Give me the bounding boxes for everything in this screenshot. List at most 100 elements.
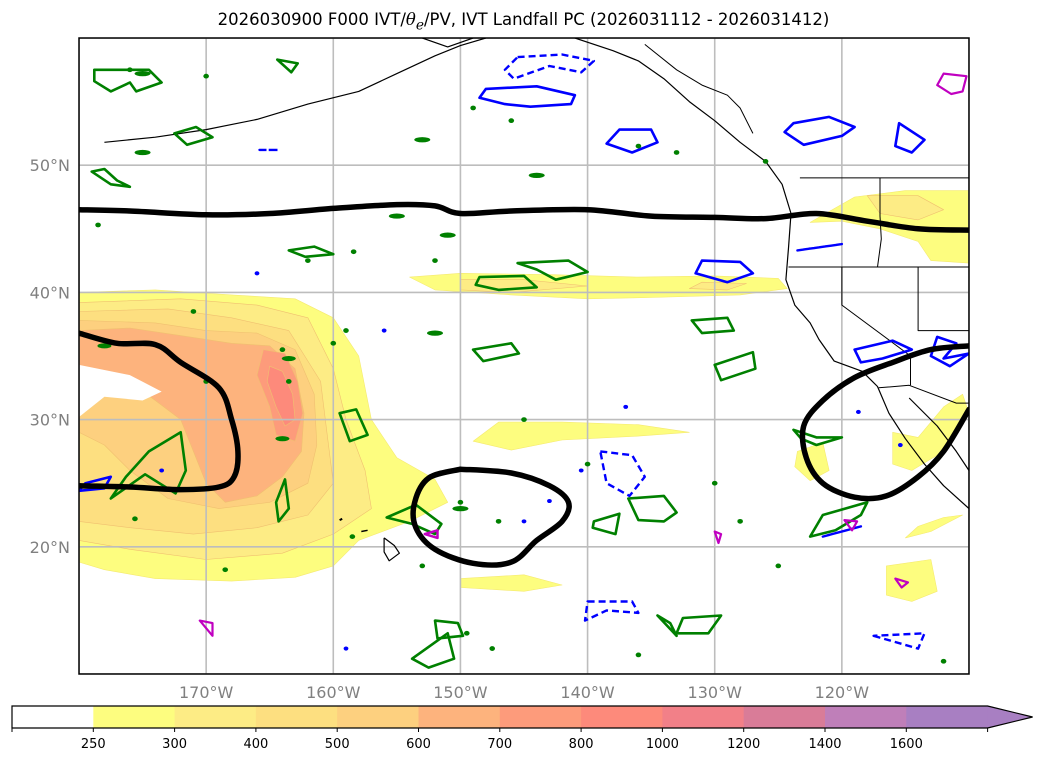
pv-positive-dash	[427, 330, 443, 336]
pv-negative-contour	[894, 121, 926, 154]
theta-e-contour	[843, 519, 859, 532]
landfall-pc-contour-2	[410, 466, 572, 568]
colorbar-tick-label: 800	[569, 737, 594, 752]
pv-positive-dot	[635, 143, 642, 149]
pv-positive-dash	[275, 436, 290, 442]
coastline-aleutians	[104, 38, 487, 143]
colorbar-segment-700	[499, 706, 582, 728]
pv-positive-contour	[287, 245, 335, 259]
hawaii-big-island	[383, 537, 400, 562]
colorbar: 250 300 400 500 600 700 800 1000 1200 1400 1600	[11, 705, 1033, 752]
pv-positive-dot	[222, 567, 229, 573]
pv-positive-dash	[281, 355, 296, 362]
coastline-north-america	[574, 38, 969, 510]
pv-positive-dot	[419, 563, 426, 569]
pv-negative-contour	[605, 128, 659, 154]
pv-positive-dash	[134, 71, 151, 77]
colorbar-tick-label: 1000	[646, 737, 679, 752]
pv-positive-contour	[808, 501, 869, 538]
x-tick-label: 140°W	[560, 683, 615, 702]
title-theta-sub: e	[415, 17, 424, 34]
ivt-region-300	[867, 195, 944, 221]
colorbar-segment-0	[12, 706, 94, 728]
pv-positive-dash	[439, 232, 456, 238]
pv-positive-contour	[627, 494, 678, 523]
x-tick-label: 120°W	[815, 683, 870, 702]
pv-positive-dot	[635, 652, 642, 658]
title-prefix: 2026030900 F000 IVT/	[217, 10, 406, 29]
ivt-region-250	[886, 559, 938, 602]
pv-positive-dot	[350, 249, 357, 255]
pv-positive-dot	[457, 499, 464, 505]
pv-positive-contour	[690, 316, 736, 335]
pv-positive-dot	[470, 105, 476, 111]
pv-positive-dash	[414, 137, 431, 143]
colorbar-segment-400	[255, 706, 338, 728]
colorbar-segment-1200	[743, 706, 826, 728]
pv-positive-contour	[173, 125, 214, 147]
pv-negative-dashed-contour	[821, 525, 863, 538]
pv-positive-contour	[591, 512, 621, 536]
landfall-pc-contour-0	[79, 201, 969, 233]
pv-negative-dot	[578, 468, 584, 473]
pv-positive-contour	[274, 478, 291, 523]
pv-negative-dot	[381, 328, 387, 333]
pv-positive-dot	[508, 118, 515, 124]
pv-negative-dashed-contour	[872, 632, 926, 650]
pv-positive-dot	[775, 563, 782, 569]
pv-positive-dot	[343, 328, 349, 333]
colorbar-segment-1600	[906, 706, 989, 728]
title-theta: θ	[405, 10, 416, 29]
pv-positive-contour	[656, 614, 678, 638]
colorbar-tick-label: 400	[243, 737, 268, 752]
theta-e-contour	[713, 530, 723, 545]
theta-e-contour	[423, 529, 439, 540]
colorbar-outline	[11, 705, 1033, 729]
x-tick-labels: 170°W 160°W 150°W 140°W 130°W 120°W	[179, 683, 869, 702]
pv-negative-dot	[547, 498, 552, 504]
border-ca-nv	[841, 267, 911, 386]
colorbar-tick-label: 300	[162, 737, 187, 752]
colorbar-tick-label: 500	[325, 737, 350, 752]
theta-e-contour	[936, 72, 968, 96]
pv-positive-dot	[521, 417, 527, 422]
pv-positive-dot	[737, 518, 743, 524]
y-tick-label: 30°N	[30, 411, 70, 430]
y-tick-labels: 20°N 30°N 40°N 50°N	[30, 156, 70, 557]
theta-e-contour	[894, 577, 910, 589]
pv-positive-contour	[276, 58, 299, 74]
pv-positive-contour	[675, 614, 723, 635]
y-tick-label: 20°N	[30, 538, 70, 557]
pv-positive-dot	[203, 73, 209, 79]
colorbar-tick-label: 1400	[808, 737, 841, 752]
colorbar-tick-label: 600	[406, 737, 431, 752]
pv-positive-dot	[495, 518, 502, 524]
colorbar-extend-arrow	[987, 706, 1033, 728]
x-tick-label: 150°W	[433, 683, 488, 702]
pv-positive-dot	[279, 347, 286, 353]
pv-positive-dot	[673, 150, 680, 155]
x-tick-label: 130°W	[688, 683, 743, 702]
pv-positive-dot	[489, 646, 496, 651]
pv-negative-contour	[853, 339, 914, 364]
pv-positive-dot	[95, 222, 101, 228]
coastlines	[104, 38, 969, 562]
pv-positive-dot	[305, 258, 311, 263]
pv-positive-dot	[349, 534, 356, 540]
plot-frame	[78, 37, 970, 675]
pv-positive-dot	[711, 480, 718, 486]
pv-positive-contour	[471, 342, 521, 363]
colorbar-tick-label: 1200	[727, 737, 760, 752]
landfall-pc-contour-1	[79, 330, 241, 493]
pv-positive-dot	[940, 658, 947, 664]
colorbar-tick-label: 1600	[890, 737, 923, 752]
pv-positive-dot	[330, 340, 337, 346]
ivt-region-250	[892, 393, 969, 471]
landfall-pc-contour-3	[799, 343, 969, 502]
pv-positive-dash	[388, 213, 405, 219]
pv-negative-dot	[343, 646, 349, 651]
pv-positive-dot	[190, 309, 197, 314]
pv-negative-dot	[254, 271, 260, 276]
pv-positive-dot	[762, 159, 769, 164]
